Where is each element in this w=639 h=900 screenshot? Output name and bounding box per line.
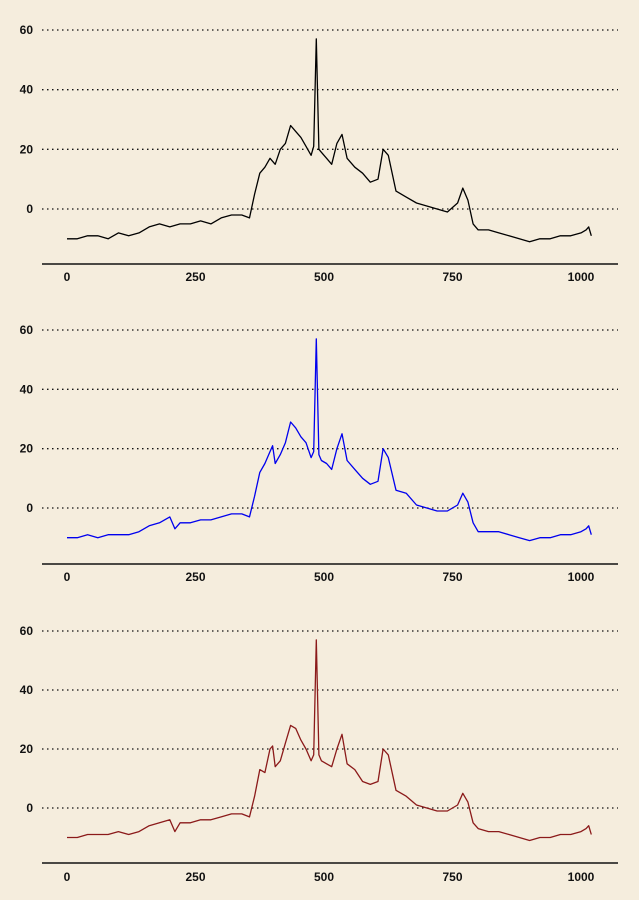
y-tick-label: 60 [20,624,34,638]
y-tick-label: 20 [20,442,34,456]
x-tick-label: 750 [442,870,462,884]
y-tick-label: 40 [20,683,34,697]
x-tick-label: 250 [185,270,205,284]
x-tick-label: 1000 [568,270,595,284]
x-tick-label: 0 [64,270,71,284]
series-line [67,38,592,243]
y-tick-label: 40 [20,83,34,97]
x-tick-label: 500 [314,570,334,584]
x-tick-label: 1000 [568,570,595,584]
y-tick-label: 60 [20,23,34,37]
series-line [67,338,592,542]
x-tick-label: 0 [64,870,71,884]
y-tick-label: 40 [20,382,34,396]
y-tick-label: 60 [20,323,34,337]
y-tick-label: 20 [20,742,34,756]
x-tick-label: 250 [185,570,205,584]
y-tick-label: 0 [26,501,33,515]
y-tick-label: 0 [26,202,33,216]
x-tick-label: 500 [314,270,334,284]
y-tick-label: 20 [20,142,34,156]
x-tick-label: 750 [442,570,462,584]
series-line [67,639,592,842]
chart-panel-1: 0 20 40 60 0 250 500 750 1000 [20,23,618,284]
x-tick-label: 500 [314,870,334,884]
x-tick-label: 250 [185,870,205,884]
chart-panel-2: 0 20 40 60 0 250 500 750 1000 [20,323,618,584]
x-tick-label: 1000 [568,870,595,884]
x-tick-label: 750 [442,270,462,284]
chart-panel-3: 0 20 40 60 0 250 500 750 1000 [20,624,618,884]
y-tick-label: 0 [26,801,33,815]
x-tick-label: 0 [64,570,71,584]
